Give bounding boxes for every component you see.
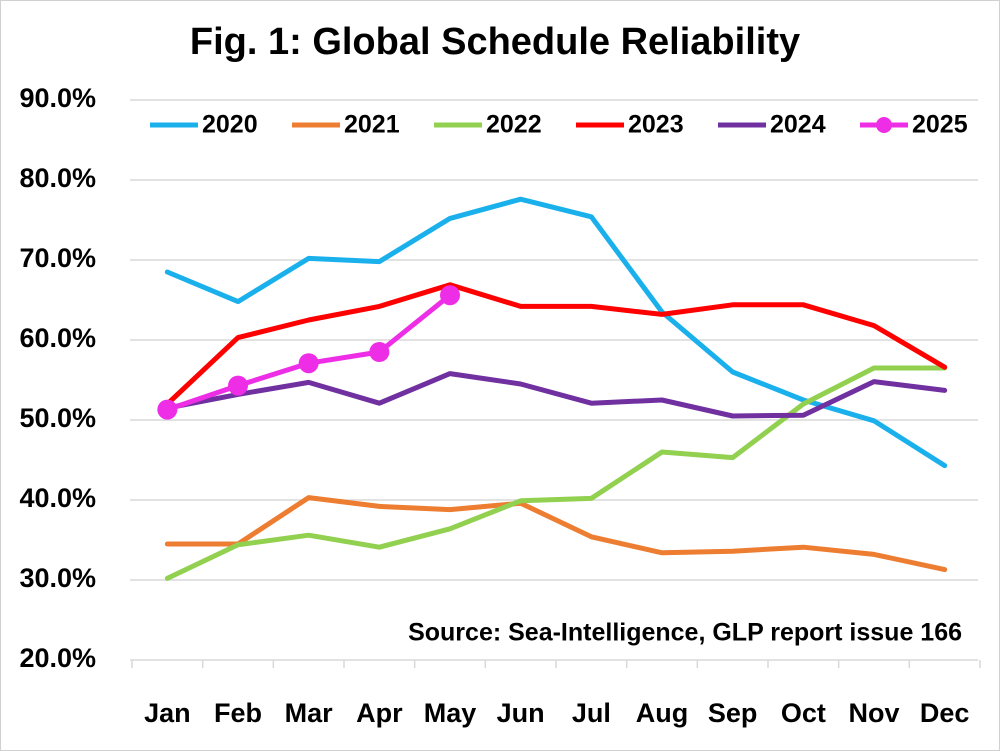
- x-tick-label: Feb: [214, 698, 262, 728]
- y-tick-label: 20.0%: [19, 643, 96, 673]
- series-line: [164, 365, 948, 581]
- series-marker: [228, 375, 248, 396]
- series-marker: [440, 285, 460, 306]
- y-tick-label: 30.0%: [19, 563, 96, 593]
- y-tick-label: 90.0%: [19, 83, 96, 113]
- legend-item: 2022: [434, 111, 542, 139]
- chart-title: Fig. 1: Global Schedule Reliability: [190, 21, 800, 63]
- legend-label: 2024: [770, 111, 826, 139]
- source-note: Source: Sea-Intelligence, GLP report iss…: [408, 619, 962, 647]
- series-line: [164, 196, 948, 469]
- series-line: [164, 282, 948, 407]
- series-line: [164, 371, 948, 419]
- series-marker: [157, 399, 178, 420]
- series-marker: [298, 353, 319, 374]
- legend-item: 2021: [292, 111, 400, 139]
- legend-label: 2025: [912, 111, 968, 139]
- legend-marker: [876, 117, 892, 133]
- series-marker: [369, 342, 390, 362]
- legend-label: 2023: [628, 111, 684, 139]
- y-tick-label: 50.0%: [19, 403, 96, 433]
- x-tick-label: Nov: [848, 698, 899, 728]
- legend-label: 2021: [344, 111, 400, 139]
- legend-item: 2020: [150, 111, 258, 139]
- legend-item: 2025: [860, 111, 968, 139]
- x-tick-label: Jan: [144, 698, 191, 728]
- y-tick-label: 40.0%: [19, 483, 96, 513]
- x-tick-label: Jul: [572, 698, 611, 728]
- x-tick-label: Apr: [356, 698, 403, 728]
- legend-label: 2022: [486, 111, 542, 139]
- x-tick-label: Jun: [497, 698, 545, 728]
- legend-label: 2020: [202, 111, 258, 139]
- x-tick-label: May: [424, 698, 477, 728]
- x-tick-label: Mar: [285, 698, 334, 728]
- x-tick-label: Aug: [636, 698, 688, 728]
- series-line: [164, 495, 948, 573]
- x-tick-label: Dec: [920, 698, 970, 728]
- legend-item: 2023: [576, 111, 684, 139]
- y-tick-label: 70.0%: [19, 243, 96, 273]
- y-tick-label: 80.0%: [19, 163, 96, 193]
- legend-item: 2024: [718, 111, 826, 139]
- x-tick-label: Sep: [708, 698, 758, 728]
- x-tick-label: Oct: [781, 698, 826, 728]
- y-tick-label: 60.0%: [19, 323, 96, 353]
